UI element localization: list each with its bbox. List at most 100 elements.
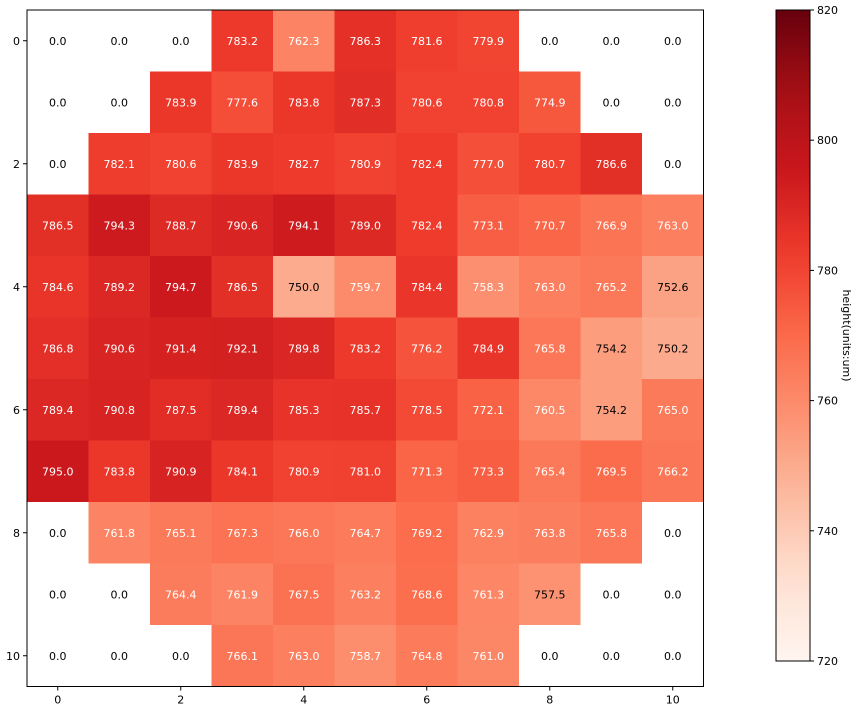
cell-value-label: 762.3	[288, 35, 320, 48]
cell-value-label: 780.6	[165, 158, 197, 171]
cell-value-label: 0.0	[111, 96, 129, 109]
cell-value-label: 794.7	[165, 281, 197, 294]
heatmap-cell	[150, 317, 212, 380]
cell-value-label: 763.8	[534, 527, 566, 540]
heatmap-cell	[273, 563, 335, 626]
cell-value-label: 786.6	[596, 158, 628, 171]
cell-value-label: 0.0	[49, 96, 67, 109]
cell-value-label: 765.4	[534, 465, 566, 478]
cell-value-label: 0.0	[49, 527, 67, 540]
heatmap-cell	[519, 502, 581, 564]
y-tick-label: 8	[13, 527, 20, 540]
cell-value-label: 782.4	[411, 158, 443, 171]
heatmap-cell	[150, 133, 212, 195]
heatmap-cell	[396, 10, 458, 72]
cell-value-label: 0.0	[603, 96, 621, 109]
cell-value-label: 0.0	[172, 650, 190, 663]
cell-value-label: 782.4	[411, 219, 443, 232]
heatmap-cell	[334, 194, 397, 257]
heatmap-cell	[150, 440, 212, 503]
heatmap-cell	[642, 625, 704, 687]
heatmap-cell	[580, 10, 643, 72]
heatmap-cell	[211, 317, 274, 380]
heatmap-cell	[642, 379, 704, 441]
heatmap-cell	[273, 10, 335, 72]
heatmap-cell	[334, 10, 397, 72]
heatmap-cell	[519, 317, 581, 380]
heatmap-cell	[519, 379, 581, 441]
cell-value-label: 765.2	[596, 281, 628, 294]
heatmap-cell	[580, 317, 643, 380]
heatmap-cell	[519, 625, 581, 687]
heatmap-cell	[519, 71, 581, 134]
heatmap-cell	[150, 502, 212, 564]
heatmap-cell	[27, 379, 89, 441]
y-tick-label: 10	[6, 650, 20, 663]
heatmap-cell	[457, 256, 520, 318]
cell-value-label: 760.5	[534, 404, 566, 417]
x-tick-label: 6	[423, 694, 430, 707]
cell-value-label: 0.0	[664, 35, 682, 48]
heatmap-cell	[519, 133, 581, 195]
heatmap-cell	[396, 563, 458, 626]
heatmap-cell	[396, 440, 458, 503]
x-tick-label: 0	[54, 694, 61, 707]
heatmap-cell	[88, 502, 151, 564]
cell-value-label: 794.1	[288, 219, 320, 232]
cell-value-label: 769.2	[411, 527, 443, 540]
cell-value-label: 762.9	[473, 527, 505, 540]
heatmap-cell	[457, 317, 520, 380]
y-tick-label: 2	[13, 158, 20, 171]
heatmap-cell	[642, 256, 704, 318]
heatmap-cell	[27, 256, 89, 318]
cell-value-label: 0.0	[603, 588, 621, 601]
heatmap-cell	[396, 71, 458, 134]
heatmap-cell	[150, 563, 212, 626]
heatmap-cell	[88, 317, 151, 380]
heatmap-cell	[334, 133, 397, 195]
heatmap-cell	[580, 625, 643, 687]
cell-value-label: 752.6	[657, 281, 689, 294]
cell-value-label: 776.2	[411, 342, 443, 355]
cell-value-label: 766.0	[288, 527, 320, 540]
cell-value-label: 761.8	[104, 527, 136, 540]
x-tick-label: 10	[666, 694, 680, 707]
cell-value-label: 0.0	[49, 35, 67, 48]
colorbar-tick-label: 780	[817, 264, 838, 277]
cell-value-label: 786.3	[350, 35, 382, 48]
cell-value-label: 0.0	[172, 35, 190, 48]
heatmap-cell	[334, 502, 397, 564]
cell-value-label: 0.0	[664, 588, 682, 601]
cell-value-label: 757.5	[534, 588, 566, 601]
cell-value-label: 764.4	[165, 588, 197, 601]
heatmap-cell-labels: 0.0 0.0 0.0 783.2 762.3 786.3 781.6 779.9 0.0 0.0…	[42, 35, 689, 663]
heatmap-cell	[211, 256, 274, 318]
cell-value-label: 0.0	[541, 650, 559, 663]
heatmap-cell	[211, 440, 274, 503]
heatmap-cell	[88, 194, 151, 257]
cell-value-label: 767.3	[227, 527, 259, 540]
cell-value-label: 0.0	[664, 96, 682, 109]
cell-value-label: 777.6	[227, 96, 259, 109]
heatmap-cell	[519, 563, 581, 626]
cell-value-label: 761.0	[473, 650, 505, 663]
heatmap-cell	[88, 440, 151, 503]
y-tick-label: 4	[13, 281, 20, 294]
heatmap-cell	[150, 625, 212, 687]
colorbar-tick-label: 800	[817, 134, 838, 147]
cell-value-label: 783.2	[227, 35, 259, 48]
heatmap-cell	[211, 71, 274, 134]
x-tick-label: 4	[300, 694, 307, 707]
cell-value-label: 766.1	[227, 650, 259, 663]
cell-value-label: 0.0	[664, 650, 682, 663]
cell-value-label: 780.7	[534, 158, 566, 171]
heatmap-cell	[273, 133, 335, 195]
heatmap-cell	[642, 502, 704, 564]
cell-value-label: 765.0	[657, 404, 689, 417]
cell-value-label: 0.0	[664, 527, 682, 540]
heatmap-cell	[334, 440, 397, 503]
cell-value-label: 765.8	[596, 527, 628, 540]
cell-value-label: 761.3	[473, 588, 505, 601]
cell-value-label: 781.6	[411, 35, 443, 48]
